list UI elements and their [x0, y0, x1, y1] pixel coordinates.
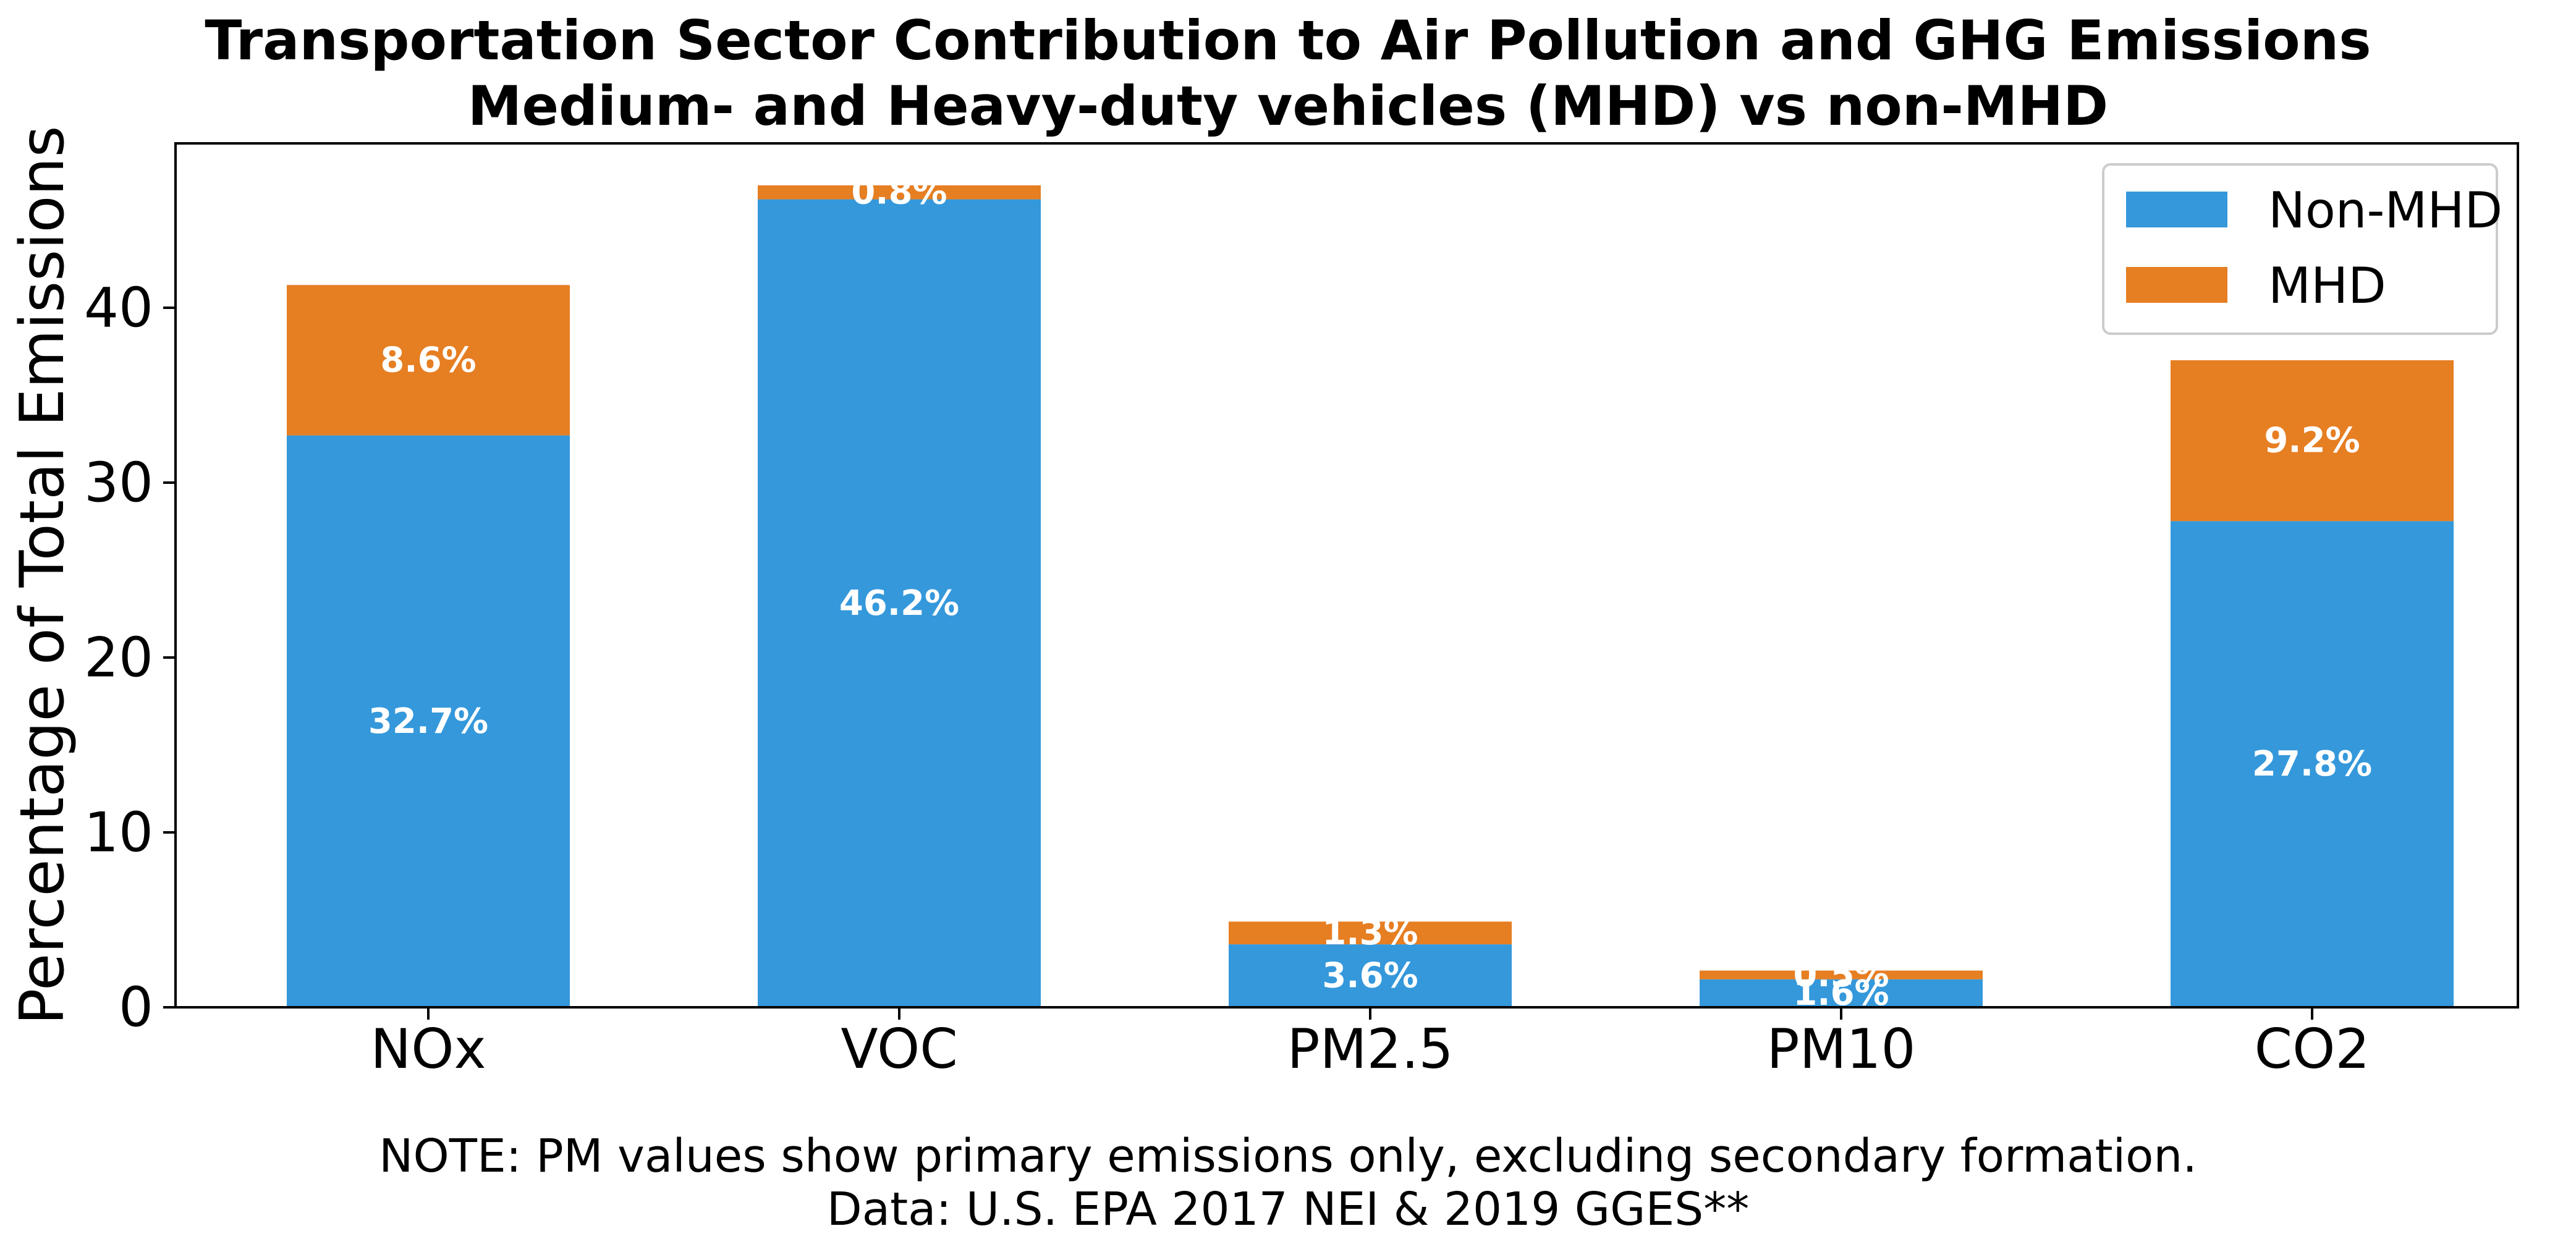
- bar-label-mhd-nox: 8.6%: [380, 340, 476, 380]
- bar-mhd-pm10: [1700, 970, 1983, 979]
- y-tick-label: 20: [84, 626, 153, 690]
- y-tick-label: 10: [84, 801, 153, 865]
- y-axis-label: Percentage of Total Emissions: [7, 125, 78, 1025]
- legend: Non-MHD MHD: [2102, 163, 2502, 335]
- bar-label-non-mhd-nox: 32.7%: [368, 701, 488, 742]
- bar-label-mhd-co2: 9.2%: [2264, 421, 2360, 461]
- bar-label-non-mhd-voc: 46.2%: [839, 583, 959, 624]
- bar-mhd-co2: [2171, 360, 2454, 522]
- legend-swatch-mhd: [2126, 267, 2227, 303]
- bar-mhd-voc: [758, 185, 1041, 200]
- bar-non-mhd-pm2-5: [1229, 944, 1512, 1007]
- note-text: NOTE: PM values show primary emissions o…: [379, 1130, 2197, 1183]
- x-tick-label: PM2.5: [1287, 1017, 1454, 1081]
- y-tick-label: 40: [84, 276, 153, 340]
- y-tick-label: 30: [84, 451, 153, 515]
- plot-frame: [174, 142, 2519, 1009]
- bar-label-non-mhd-co2: 27.8%: [2252, 744, 2372, 784]
- data-source-text: Data: U.S. EPA 2017 NEI & 2019 GGES**: [827, 1183, 1749, 1236]
- plot-area: 32.7%8.6%46.2%0.8%3.6%1.3%1.6%0.5%27.8%9…: [84, 142, 2519, 1081]
- bar-label-mhd-pm2-5: 1.3%: [1322, 913, 1418, 953]
- x-tick-label: CO2: [2255, 1017, 2370, 1081]
- legend-swatch-non-mhd: [2126, 192, 2227, 227]
- legend-label-mhd: MHD: [2268, 257, 2386, 315]
- bar-label-mhd-pm10: 0.5%: [1793, 955, 1889, 995]
- bar-label-mhd-voc: 0.8%: [851, 172, 947, 213]
- bar-label-non-mhd-pm2-5: 3.6%: [1322, 956, 1418, 996]
- y-tick-label: 0: [119, 976, 153, 1039]
- bars-group: [287, 185, 2454, 1007]
- bar-non-mhd-pm10: [1700, 979, 1983, 1007]
- y-axis: 0 10 20 30 40: [84, 276, 176, 1039]
- bar-non-mhd-nox: [287, 435, 570, 1007]
- bar-labels-group: 32.7%8.6%46.2%0.8%3.6%1.3%1.6%0.5%27.8%9…: [368, 172, 2372, 1013]
- x-tick-label: PM10: [1767, 1017, 1916, 1081]
- bar-non-mhd-voc: [758, 199, 1041, 1007]
- x-tick-label: NOx: [370, 1017, 486, 1081]
- legend-label-non-mhd: Non-MHD: [2268, 182, 2502, 239]
- bar-mhd-pm2-5: [1229, 921, 1512, 945]
- x-tick-label: VOC: [841, 1017, 957, 1081]
- bar-mhd-nox: [287, 285, 570, 436]
- x-axis: NOx VOC PM2.5 PM10 CO2: [370, 1007, 2370, 1081]
- chart-subtitle: Medium- and Heavy-duty vehicles (MHD) vs…: [468, 74, 2108, 138]
- bar-non-mhd-co2: [2171, 521, 2454, 1007]
- chart-title: Transportation Sector Contribution to Ai…: [205, 9, 2371, 72]
